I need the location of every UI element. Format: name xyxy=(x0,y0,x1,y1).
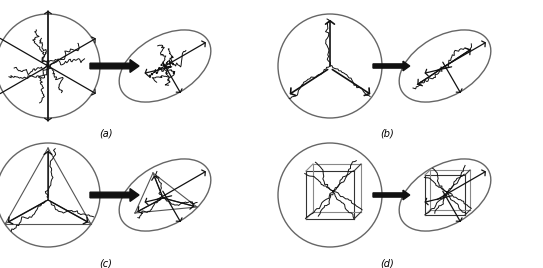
Text: (c): (c) xyxy=(99,258,112,268)
FancyArrow shape xyxy=(373,190,410,200)
FancyArrow shape xyxy=(90,59,139,72)
Text: (b): (b) xyxy=(380,129,394,139)
FancyArrow shape xyxy=(373,61,410,71)
Text: (a): (a) xyxy=(99,129,113,139)
Text: (d): (d) xyxy=(380,258,394,268)
FancyArrow shape xyxy=(90,189,139,201)
